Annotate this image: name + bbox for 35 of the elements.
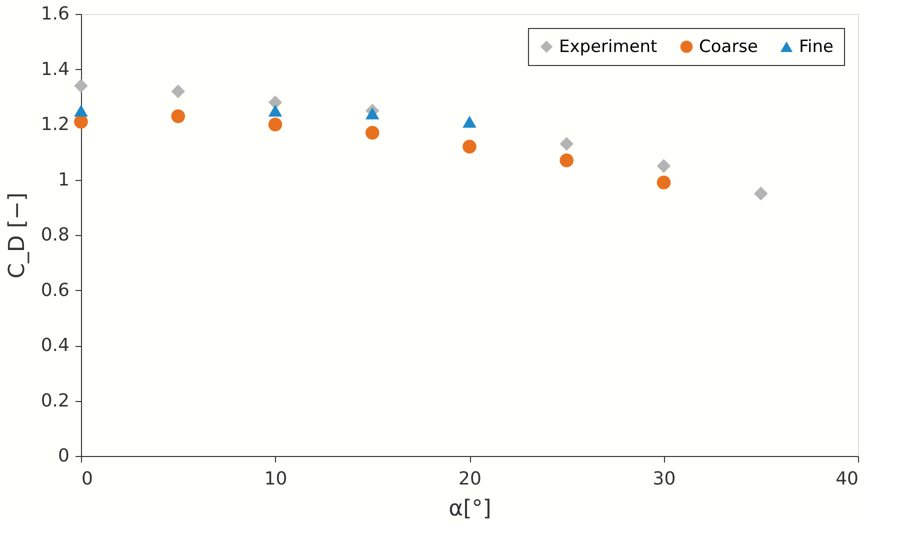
x-tick-label: 20	[458, 468, 482, 490]
point	[560, 136, 574, 151]
point	[560, 154, 574, 168]
legend-label: Coarse	[699, 36, 758, 57]
point	[74, 114, 88, 129]
y-tick-label: 0.2	[40, 390, 70, 412]
point	[365, 126, 380, 140]
point	[74, 104, 88, 117]
y-tick-label: 0.4	[40, 335, 70, 356]
legend-label: Fine	[799, 36, 834, 57]
y-tick-label: 1.4	[40, 58, 70, 80]
x-tick-label: 30	[652, 468, 676, 490]
x-tick-label: 40	[836, 468, 858, 490]
point	[656, 159, 671, 173]
y-tick-label: 1	[58, 169, 70, 190]
y-tick-label: 0.6	[40, 280, 70, 301]
x-tick-label: 10	[264, 468, 288, 490]
y-tick-label: 0.8	[40, 224, 70, 246]
point	[74, 78, 88, 93]
point	[268, 118, 282, 132]
point	[462, 140, 476, 154]
legend-label: Experiment	[559, 36, 658, 57]
x-axis-title: α[°]	[448, 496, 492, 522]
point	[656, 176, 671, 190]
y-tick-label: 0	[58, 446, 70, 466]
y-tick-label: 1.6	[40, 4, 70, 24]
x-tick-label: 0	[82, 468, 93, 490]
point	[171, 84, 186, 98]
point	[268, 104, 282, 117]
y-axis-title: C_D [−]	[4, 192, 30, 278]
point	[171, 109, 186, 124]
point	[462, 116, 476, 128]
y-tick-label: 1.2	[40, 114, 70, 135]
point	[365, 107, 380, 120]
point	[754, 186, 768, 200]
